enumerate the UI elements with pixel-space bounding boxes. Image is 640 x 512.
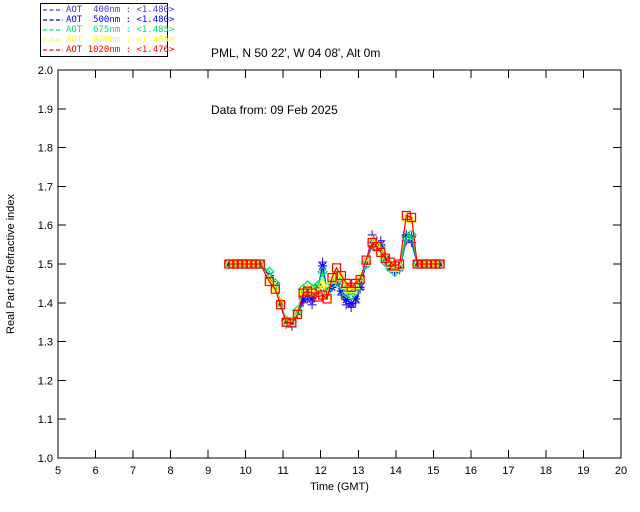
axes (57, 69, 622, 459)
legend-entry-675nm: AOT 675nm : <1.485> (43, 25, 174, 35)
legend-entry-870nm: AOT 870nm : <1.485> (43, 35, 174, 45)
x-tick-label: 8 (168, 465, 174, 477)
x-tick-label: 7 (130, 465, 136, 477)
legend-label-870nm: AOT 870nm : <1.485> (66, 35, 175, 45)
station-info: PML, N 50 22', W 04 08', Alt 0m (211, 46, 381, 60)
y-tick-label: 1.0 (38, 453, 53, 465)
x-tick-label: 18 (540, 465, 552, 477)
y-tick-label: 1.2 (38, 375, 53, 387)
data-date: Data from: 09 Feb 2025 (211, 103, 338, 117)
legend-box: AOT 400nm : <1.480> AOT 500nm : <1.480> AO… (40, 3, 174, 57)
legend-label-675nm: AOT 675nm : <1.485> (66, 25, 175, 35)
y-tick-label: 1.5 (38, 259, 53, 271)
legend-line-sample-1020nm (43, 49, 63, 51)
x-tick-label: 14 (390, 465, 402, 477)
legend-line-sample-870nm (43, 39, 63, 41)
y-tick-label: 1.9 (38, 104, 53, 116)
x-axis-title: Time (GMT) (310, 481, 369, 493)
y-tick-label: 2.0 (38, 65, 53, 77)
legend-label-1020nm: AOT 1020nm : <1.476> (66, 45, 175, 55)
y-tick-label: 1.4 (38, 298, 53, 310)
legend-label-500nm: AOT 500nm : <1.480> (66, 15, 175, 25)
y-tick-label: 1.1 (38, 414, 53, 426)
legend-line-sample-675nm (43, 29, 63, 31)
x-tick-label: 10 (240, 465, 252, 477)
x-tick-label: 20 (615, 465, 627, 477)
x-tick-label: 12 (315, 465, 327, 477)
x-tick-label: 16 (465, 465, 477, 477)
series-line-1020nm (228, 214, 441, 324)
y-tick-label: 1.7 (38, 181, 53, 193)
legend-entry-400nm: AOT 400nm : <1.480> (43, 5, 174, 15)
x-tick-label: 13 (352, 465, 364, 477)
x-tick-label: 11 (277, 465, 288, 477)
x-tick-label: 5 (55, 465, 61, 477)
legend-line-sample-400nm (43, 9, 63, 11)
legend-label-400nm: AOT 400nm : <1.480> (66, 5, 175, 15)
y-axis-title: Real Part of Refractive index (5, 193, 17, 334)
header: PML, N 50 22', W 04 08', Alt 0m Data fro… (211, 6, 380, 139)
series-line-675nm (228, 234, 441, 323)
x-tick-label: 17 (502, 465, 514, 477)
x-tick-label: 15 (427, 465, 439, 477)
y-tick-label: 1.3 (38, 337, 53, 349)
y-tick-label: 1.8 (38, 143, 53, 155)
legend-entry-1020nm: AOT 1020nm : <1.476> (43, 45, 174, 55)
legend-line-sample-500nm (43, 19, 63, 21)
x-tick-label: 9 (205, 465, 211, 477)
tick-labels: 5 6 7 8 9 10 11 12 13 14 15 16 17 18 19 20 1.0 1.1 1.2 1.3 1… (38, 65, 627, 477)
x-tick-label: 6 (92, 465, 98, 477)
y-tick-label: 1.6 (38, 220, 53, 232)
series-1020nm (224, 210, 445, 328)
series-markers-1020nm (224, 210, 445, 328)
legend-entry-500nm: AOT 500nm : <1.480> (43, 15, 174, 25)
x-tick-label: 19 (577, 465, 589, 477)
